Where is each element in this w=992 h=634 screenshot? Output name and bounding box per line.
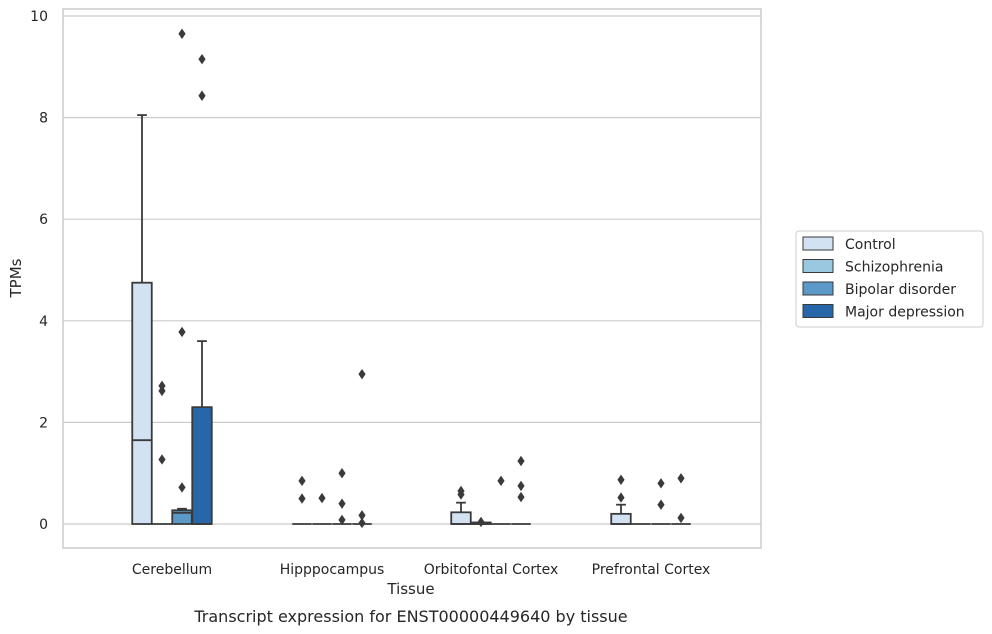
y-gridlines (63, 15, 761, 525)
legend-label: Major depression (845, 305, 965, 321)
outlier-point (358, 368, 366, 380)
legend-label: Schizophrenia (845, 260, 943, 276)
legend-swatch (802, 304, 834, 318)
x-tick-label: Prefrontal Cortex (592, 562, 711, 578)
legend-label: Control (845, 237, 896, 253)
outlier-point (338, 498, 346, 509)
x-tick-label: Hipppocampus (280, 562, 385, 578)
box-group (671, 473, 691, 525)
box-group (332, 468, 352, 526)
box-group (131, 114, 153, 525)
x-axis-label: Tissue (386, 580, 434, 598)
y-tick-labels: 0 2 4 6 8 10 (30, 9, 48, 533)
outlier-point (338, 514, 346, 526)
outlier-point (517, 491, 525, 503)
outlier-point (517, 455, 525, 467)
outlier-point (677, 512, 685, 524)
box-group (352, 368, 372, 529)
box-group (470, 516, 492, 528)
box (131, 281, 153, 525)
legend-swatch (802, 236, 834, 251)
outlier-point (178, 28, 186, 39)
outlier-point (178, 482, 186, 493)
chart-caption: Transcript expression for ENST0000044964… (193, 607, 627, 626)
box-group (491, 475, 511, 525)
legend-swatch (802, 259, 834, 273)
outlier-point (517, 480, 525, 492)
y-tick-label: 8 (39, 111, 48, 127)
box-group (312, 492, 332, 525)
outlier-point (298, 475, 306, 487)
box-group (511, 455, 531, 525)
box-group (292, 475, 312, 525)
legend-frame (795, 230, 984, 328)
outlier-point (677, 473, 685, 484)
y-tick-label: 4 (39, 314, 48, 330)
box-group (651, 478, 671, 525)
outlier-point (178, 326, 186, 338)
outlier-point (657, 478, 665, 489)
outlier-point (657, 499, 665, 510)
outlier-point (497, 475, 505, 487)
y-axis-label: TPMs (7, 258, 25, 298)
box-group (152, 380, 172, 525)
box-group (171, 326, 193, 525)
outlier-point (298, 493, 306, 504)
outlier-point (198, 90, 206, 101)
x-tick-labels: Cerebellum Hipppocampus Orbitofontal Corte… (132, 562, 710, 578)
outlier-point (358, 510, 366, 521)
outlier-point (617, 492, 625, 503)
plot-frame (62, 8, 762, 549)
outlier-point (158, 385, 166, 397)
outlier-point (318, 492, 326, 504)
box-group (610, 474, 632, 525)
outlier-point (338, 468, 346, 479)
x-tick-label: Orbitofontal Cortex (424, 562, 559, 578)
outlier-point (358, 517, 366, 529)
box (610, 512, 632, 525)
legend-swatch (802, 281, 834, 296)
x-tick-label: Cerebellum (132, 562, 212, 578)
outlier-point (158, 454, 166, 465)
box (450, 511, 472, 525)
y-tick-label: 0 (39, 517, 48, 533)
outlier-point (477, 516, 485, 528)
box-groups (131, 28, 691, 529)
box-group (450, 485, 472, 525)
box (191, 406, 213, 525)
y-tick-label: 2 (39, 415, 48, 431)
outlier-point (617, 474, 625, 486)
outlier-point (457, 489, 465, 500)
y-tick-label: 6 (39, 212, 48, 228)
y-tick-label: 10 (30, 9, 48, 25)
outlier-point (198, 53, 206, 65)
box-group (191, 53, 213, 525)
legend-label: Bipolar disorder (845, 282, 956, 298)
legend: Control Schizophrenia Bipolar disorder Majo… (795, 230, 984, 328)
